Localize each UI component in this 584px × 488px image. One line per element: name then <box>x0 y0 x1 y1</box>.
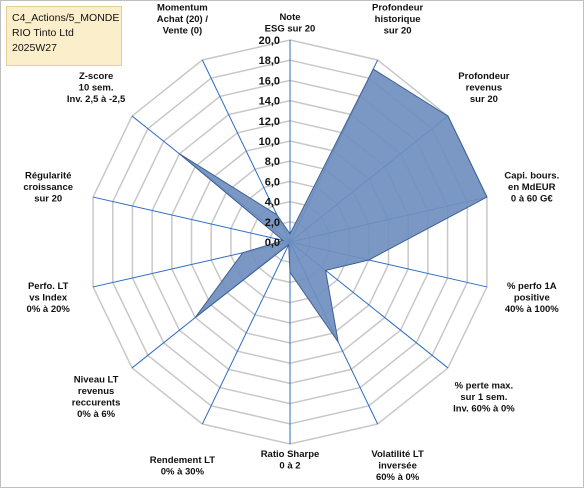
category-label-line: Achat (20) / <box>157 14 209 25</box>
category-label-line: 10 sem. <box>79 83 114 94</box>
axis-spoke <box>201 241 291 425</box>
tick-label: 2,0 <box>265 217 280 229</box>
category-label-line: % perte max. <box>455 380 514 391</box>
tick-label: 0,0 <box>265 237 280 249</box>
radial-tick-labels: 0,0 2,0 4,0 6,0 8,0 10,0 12,0 14,0 16,0 18,0 20,0 <box>259 35 280 249</box>
category-label-line: Inv. 60% à 0% <box>453 403 515 414</box>
category-label-line: 60% à 0% <box>376 472 420 483</box>
category-label-line: revenus <box>78 386 114 397</box>
category-label-line: Vente (0) <box>163 25 203 36</box>
category-label-line: 0% à 20% <box>27 304 71 315</box>
category-label-line: 0 à 2 <box>279 461 300 472</box>
category-label-line: positive <box>514 292 550 303</box>
category-label-line: inversée <box>378 461 417 472</box>
tick-label: 6,0 <box>265 176 280 188</box>
category-label-line: en MdEUR <box>508 182 556 193</box>
category-label-line: 0% à 30% <box>161 466 205 477</box>
series-area <box>179 68 488 343</box>
category-label-line: Niveau LT <box>74 375 119 386</box>
category-label-line: Profondeur <box>372 2 423 13</box>
tick-label: 10,0 <box>259 136 280 148</box>
tick-label: 16,0 <box>259 75 280 87</box>
category-label: % perte max.sur 1 sem.Inv. 60% à 0% <box>453 380 515 414</box>
category-label-line: Z-score <box>79 71 113 82</box>
axis-spoke <box>201 59 291 243</box>
category-label-line: Perfo. LT <box>28 281 69 292</box>
category-label-line: sur 1 sem. <box>460 392 507 403</box>
category-label-line: revenus <box>466 83 502 94</box>
category-label-line: Volatilité LT <box>371 449 424 460</box>
radar-series <box>179 68 488 343</box>
axis-spoke <box>92 196 291 243</box>
category-label-line: Ratio Sharpe <box>261 449 320 460</box>
category-label: Rendement LT0% à 30% <box>150 455 215 478</box>
category-label-line: 40% à 100% <box>505 304 559 315</box>
category-label-line: 0% à 6% <box>77 409 116 420</box>
tick-label: 20,0 <box>259 35 280 47</box>
category-label-line: sur 20 <box>384 25 412 36</box>
title-line-3: 2025W27 <box>12 42 57 54</box>
category-label-line: Rendement LT <box>150 455 215 466</box>
category-label-line: sur 20 <box>470 94 498 105</box>
tick-label: 14,0 <box>259 96 280 108</box>
category-label-line: Note <box>279 12 300 23</box>
category-label-line: Régularité <box>25 171 71 182</box>
category-label-line: Capi. bours. <box>504 171 559 182</box>
tick-label: 12,0 <box>259 116 280 128</box>
title-line-1: C4_Actions/5_MONDE <box>12 12 120 24</box>
title-line-2: RIO Tinto Ltd <box>12 27 74 39</box>
category-label-line: historique <box>375 14 421 25</box>
tick-label: 4,0 <box>265 197 280 209</box>
category-label-line: vs Index <box>29 292 68 303</box>
category-label-line: Profondeur <box>458 71 509 82</box>
category-label-line: 0 à 60 G€ <box>511 194 553 205</box>
category-label-line: Momentum <box>157 2 208 13</box>
category-label-line: Inv. 2,5 à -2,5 <box>67 94 126 105</box>
category-label-line: ESG sur 20 <box>265 24 316 35</box>
category-label-line: sur 20 <box>34 194 62 205</box>
category-label-line: reccurents <box>72 398 121 409</box>
tick-label: 8,0 <box>265 156 280 168</box>
category-label-line: croissance <box>23 182 73 193</box>
title-box: C4_Actions/5_MONDE RIO Tinto Ltd 2025W27 <box>6 6 122 66</box>
category-label-line: % perfo 1A <box>507 281 557 292</box>
tick-label: 18,0 <box>259 55 280 67</box>
